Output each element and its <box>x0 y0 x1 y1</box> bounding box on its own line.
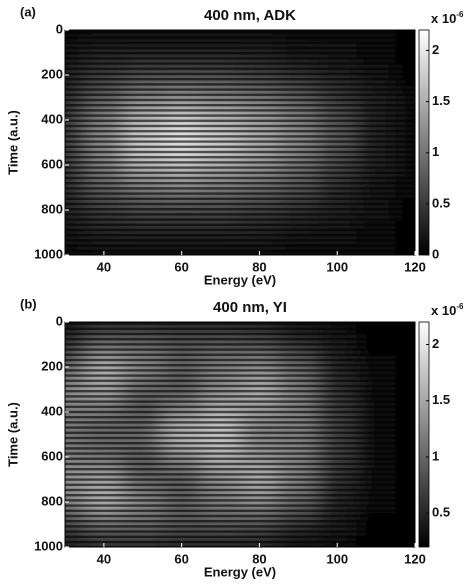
y-tick-label: 800 <box>41 201 63 216</box>
x-tick-label: 100 <box>326 551 348 566</box>
panel-label: (a) <box>20 4 36 19</box>
heatmap <box>65 30 415 255</box>
x-tick-label: 100 <box>326 259 348 274</box>
y-tick-label: 600 <box>41 448 63 463</box>
colorbar-multiplier: x 10-6 <box>431 302 464 318</box>
y-axis-label: Time (a.u.) <box>5 110 20 175</box>
colorbar-tick-label: 1 <box>432 448 439 463</box>
y-tick-label: 400 <box>41 403 63 418</box>
x-tick-label: 80 <box>252 551 266 566</box>
colorbar-multiplier-part: -6 <box>456 10 464 19</box>
y-tick-label: 600 <box>41 156 63 171</box>
y-tick-label: 1000 <box>34 246 63 261</box>
x-tick-label: 40 <box>97 551 111 566</box>
y-tick-label: 200 <box>41 358 63 373</box>
x-tick-label: 80 <box>252 259 266 274</box>
colorbar-tick-label: 1.5 <box>432 93 450 108</box>
fringe-overlay <box>65 30 415 255</box>
chart-title: 400 nm, YI <box>213 299 287 316</box>
colorbar-tick-label: 2 <box>432 42 439 57</box>
x-tick-label: 120 <box>404 551 426 566</box>
panel-label: (b) <box>20 296 37 311</box>
colorbar-tick-label: 2 <box>432 336 439 351</box>
colorbar-tick-label: 0.5 <box>432 195 450 210</box>
x-tick-label: 40 <box>97 259 111 274</box>
x-tick-label: 120 <box>404 259 426 274</box>
colorbar-tick-label: 0.5 <box>432 505 450 520</box>
x-axis-label: Energy (eV) <box>204 564 276 579</box>
colorbar-tick-label: 0 <box>432 246 439 261</box>
y-tick-label: 0 <box>56 313 63 328</box>
colorbar-multiplier-part: x 10 <box>431 11 456 26</box>
fringe-overlay <box>65 322 415 547</box>
y-tick-label: 800 <box>41 493 63 508</box>
y-tick-label: 200 <box>41 66 63 81</box>
colorbar-multiplier-part: -6 <box>456 302 464 311</box>
x-tick-label: 60 <box>174 259 188 274</box>
colorbar-multiplier: x 10-6 <box>431 10 464 26</box>
heatmap <box>65 322 415 547</box>
colorbar <box>418 29 430 256</box>
colorbar-multiplier-part: x 10 <box>431 303 456 318</box>
colorbar <box>418 321 430 548</box>
y-tick-label: 400 <box>41 111 63 126</box>
x-tick-label: 60 <box>174 551 188 566</box>
colorbar-tick-label: 1.5 <box>432 392 450 407</box>
y-axis-label: Time (a.u.) <box>5 402 20 467</box>
colorbar-tick-label: 1 <box>432 144 439 159</box>
chart-title: 400 nm, ADK <box>204 7 296 24</box>
plot-frame <box>64 29 416 256</box>
y-tick-label: 0 <box>56 21 63 36</box>
x-axis-label: Energy (eV) <box>204 272 276 287</box>
plot-frame <box>64 321 416 548</box>
y-tick-label: 1000 <box>34 538 63 553</box>
